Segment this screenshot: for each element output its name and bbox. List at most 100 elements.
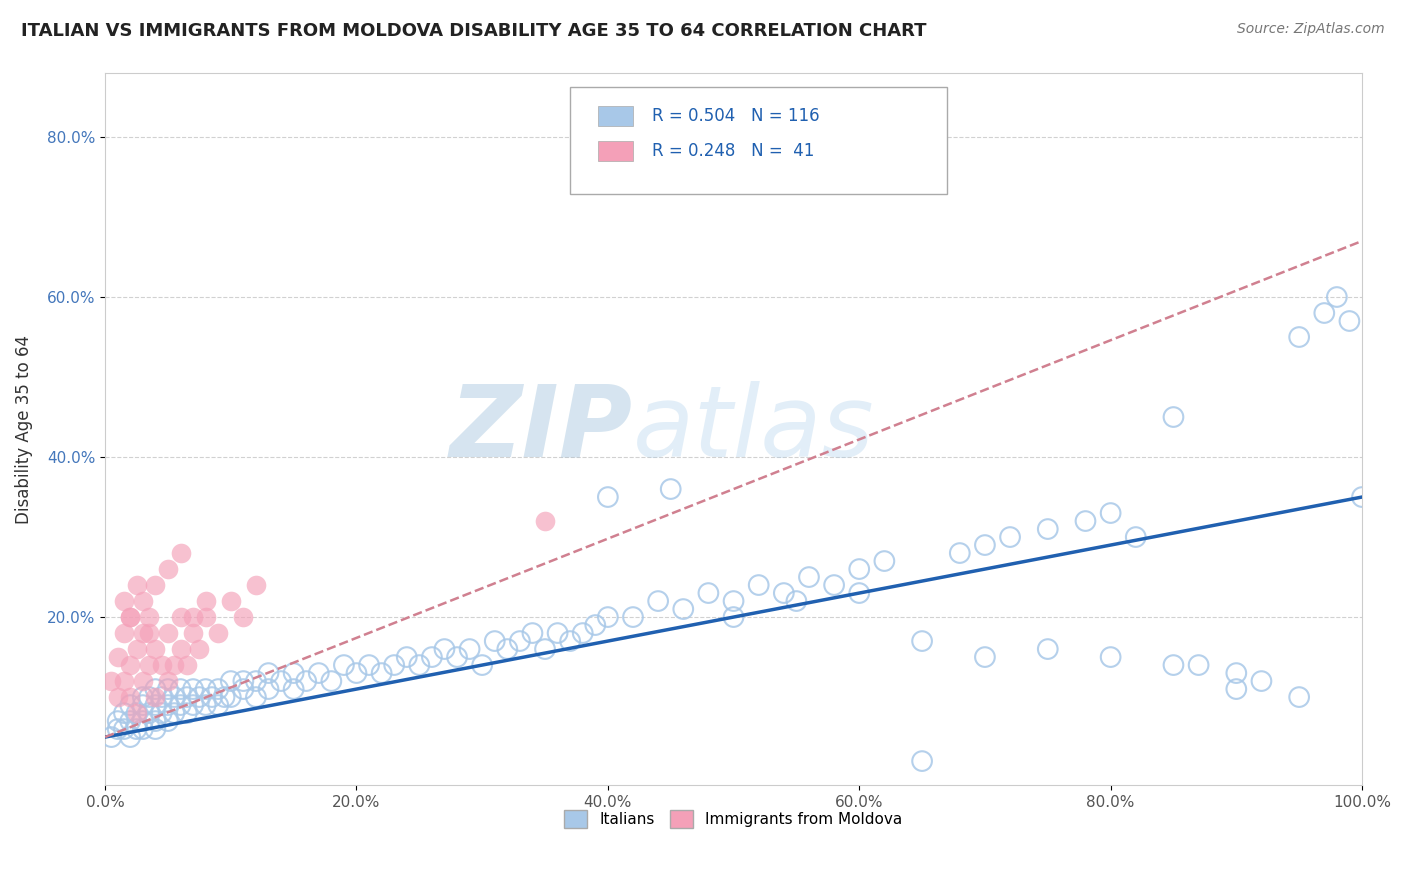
Point [120, 610, 142, 624]
Point [188, 642, 211, 657]
Point [873, 554, 896, 568]
Point [150, 658, 173, 673]
Point [194, 594, 217, 608]
Point [596, 610, 619, 624]
Point [163, 690, 186, 704]
Point [138, 706, 160, 720]
Point [107, 690, 129, 704]
Point [911, 754, 934, 768]
Point [1225, 666, 1247, 681]
Point [823, 578, 845, 592]
Text: ITALIAN VS IMMIGRANTS FROM MOLDOVA DISABILITY AGE 35 TO 64 CORRELATION CHART: ITALIAN VS IMMIGRANTS FROM MOLDOVA DISAB… [21, 22, 927, 40]
Point [150, 690, 173, 704]
Point [446, 650, 468, 665]
Point [949, 546, 972, 560]
Point [163, 658, 186, 673]
Point [433, 642, 456, 657]
Text: R = 0.248   N =  41: R = 0.248 N = 41 [652, 143, 814, 161]
Y-axis label: Disability Age 35 to 64: Disability Age 35 to 64 [15, 334, 32, 524]
Point [219, 594, 242, 608]
Point [974, 650, 997, 665]
Point [132, 690, 155, 704]
FancyBboxPatch shape [571, 87, 948, 194]
Point [1351, 490, 1374, 504]
Point [1099, 650, 1122, 665]
Point [100, 674, 122, 689]
Point [458, 642, 481, 657]
Point [647, 594, 669, 608]
Point [181, 698, 204, 712]
Point [308, 666, 330, 681]
Point [207, 682, 229, 697]
Point [1163, 410, 1185, 425]
Point [132, 722, 155, 736]
Point [408, 658, 430, 673]
Point [848, 562, 870, 576]
Point [138, 658, 160, 673]
Point [245, 690, 267, 704]
Point [1313, 306, 1336, 320]
Point [194, 698, 217, 712]
Point [107, 714, 129, 728]
Point [156, 714, 179, 728]
Point [138, 690, 160, 704]
Point [697, 586, 720, 600]
Point [232, 674, 254, 689]
Point [125, 706, 148, 720]
Point [201, 690, 224, 704]
Point [370, 666, 392, 681]
Point [471, 658, 494, 673]
Point [138, 626, 160, 640]
Point [534, 514, 557, 528]
Point [245, 578, 267, 592]
Point [1288, 330, 1310, 344]
Point [509, 634, 531, 648]
Point [357, 658, 380, 673]
Point [257, 682, 280, 697]
Point [797, 570, 820, 584]
Point [583, 618, 606, 632]
Point [169, 546, 191, 560]
Point [547, 626, 569, 640]
Point [156, 562, 179, 576]
Point [534, 642, 557, 657]
Bar [598, 141, 633, 161]
Point [163, 706, 186, 720]
Point [1074, 514, 1097, 528]
Bar [598, 106, 633, 126]
Point [112, 594, 135, 608]
Point [120, 730, 142, 744]
Text: atlas: atlas [633, 381, 875, 477]
Point [145, 714, 167, 728]
Point [120, 658, 142, 673]
Point [1225, 682, 1247, 697]
Point [1036, 522, 1059, 536]
Point [245, 674, 267, 689]
Point [120, 714, 142, 728]
Point [1163, 658, 1185, 673]
Point [321, 674, 343, 689]
Point [560, 634, 582, 648]
Point [132, 626, 155, 640]
Point [112, 722, 135, 736]
Point [659, 482, 682, 496]
Point [169, 698, 191, 712]
Point [496, 642, 519, 657]
Point [125, 578, 148, 592]
Point [1125, 530, 1147, 544]
Point [1326, 290, 1348, 304]
Point [232, 610, 254, 624]
Point [283, 666, 305, 681]
Point [145, 682, 167, 697]
Point [1288, 690, 1310, 704]
Point [125, 706, 148, 720]
Point [785, 594, 807, 608]
Point [420, 650, 443, 665]
Point [132, 714, 155, 728]
Point [522, 626, 544, 640]
Point [194, 682, 217, 697]
Point [772, 586, 794, 600]
Point [120, 698, 142, 712]
Point [219, 674, 242, 689]
Point [1339, 314, 1361, 328]
